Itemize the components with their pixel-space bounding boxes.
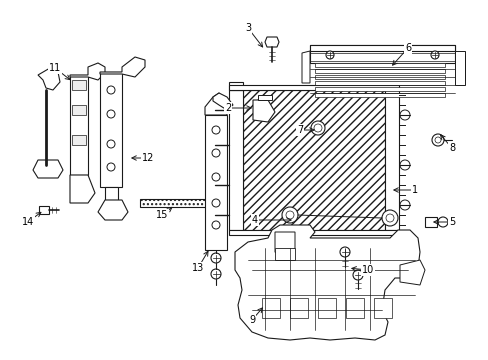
Polygon shape xyxy=(252,100,274,122)
Circle shape xyxy=(339,247,349,257)
Bar xyxy=(204,115,226,250)
Circle shape xyxy=(381,210,397,226)
Bar xyxy=(228,230,398,235)
Text: 10: 10 xyxy=(361,265,373,275)
Circle shape xyxy=(210,269,221,279)
Bar xyxy=(317,298,335,318)
Circle shape xyxy=(352,270,362,280)
Circle shape xyxy=(212,221,220,229)
Text: 1: 1 xyxy=(411,185,417,195)
Bar xyxy=(309,45,454,51)
Bar xyxy=(39,206,49,214)
Circle shape xyxy=(212,199,220,207)
Circle shape xyxy=(212,149,220,157)
Circle shape xyxy=(212,173,220,181)
Bar xyxy=(262,298,280,318)
Bar xyxy=(228,90,243,230)
Circle shape xyxy=(285,211,293,219)
Bar xyxy=(424,217,436,227)
Bar xyxy=(314,63,444,67)
Circle shape xyxy=(313,124,321,132)
Polygon shape xyxy=(204,93,226,115)
Text: 9: 9 xyxy=(248,315,255,325)
Polygon shape xyxy=(264,37,279,47)
Polygon shape xyxy=(399,260,424,285)
Bar xyxy=(228,85,398,90)
Text: 2: 2 xyxy=(224,103,231,113)
Bar xyxy=(140,199,215,207)
Polygon shape xyxy=(33,160,63,178)
Polygon shape xyxy=(105,187,118,200)
Circle shape xyxy=(212,126,220,134)
Bar xyxy=(70,75,88,175)
Polygon shape xyxy=(274,232,294,260)
Text: 13: 13 xyxy=(191,263,203,273)
Circle shape xyxy=(107,163,115,171)
Circle shape xyxy=(215,209,226,221)
Polygon shape xyxy=(70,63,105,80)
Circle shape xyxy=(430,51,438,59)
Bar xyxy=(314,87,444,91)
Text: 6: 6 xyxy=(404,43,410,53)
Text: 8: 8 xyxy=(448,143,454,153)
Text: 12: 12 xyxy=(142,153,154,163)
Text: 11: 11 xyxy=(49,63,61,73)
Circle shape xyxy=(107,110,115,118)
Circle shape xyxy=(215,179,226,191)
Bar xyxy=(72,80,86,90)
Polygon shape xyxy=(235,225,419,340)
Bar xyxy=(243,90,384,230)
Circle shape xyxy=(385,214,393,222)
Polygon shape xyxy=(100,57,145,77)
Circle shape xyxy=(399,200,409,210)
Text: 14: 14 xyxy=(22,217,34,227)
Circle shape xyxy=(210,253,221,263)
Circle shape xyxy=(215,104,226,116)
Circle shape xyxy=(310,121,325,135)
Circle shape xyxy=(215,139,226,151)
Circle shape xyxy=(107,86,115,94)
Text: 4: 4 xyxy=(251,215,258,225)
Polygon shape xyxy=(213,93,232,110)
Text: 15: 15 xyxy=(156,210,168,220)
Bar xyxy=(72,135,86,145)
Bar xyxy=(314,81,444,85)
Bar xyxy=(384,90,398,230)
Bar xyxy=(289,298,307,318)
Polygon shape xyxy=(454,51,464,85)
Bar xyxy=(309,45,454,63)
Text: 5: 5 xyxy=(448,217,454,227)
Polygon shape xyxy=(274,248,294,260)
Circle shape xyxy=(325,51,333,59)
Bar xyxy=(72,105,86,115)
Circle shape xyxy=(282,207,297,223)
Circle shape xyxy=(437,217,447,227)
Circle shape xyxy=(399,110,409,120)
Circle shape xyxy=(399,160,409,170)
Text: 3: 3 xyxy=(244,23,250,33)
Polygon shape xyxy=(98,200,128,220)
Polygon shape xyxy=(228,82,243,90)
Circle shape xyxy=(434,137,440,143)
Polygon shape xyxy=(38,68,60,90)
Text: 7: 7 xyxy=(296,125,303,135)
Circle shape xyxy=(431,134,443,146)
Polygon shape xyxy=(258,95,271,100)
Bar xyxy=(314,75,444,79)
Bar xyxy=(346,298,363,318)
Polygon shape xyxy=(302,51,309,83)
Bar xyxy=(100,72,122,187)
Bar xyxy=(314,69,444,73)
Polygon shape xyxy=(70,175,95,203)
Bar xyxy=(373,298,391,318)
Circle shape xyxy=(107,140,115,148)
Bar xyxy=(314,93,444,97)
